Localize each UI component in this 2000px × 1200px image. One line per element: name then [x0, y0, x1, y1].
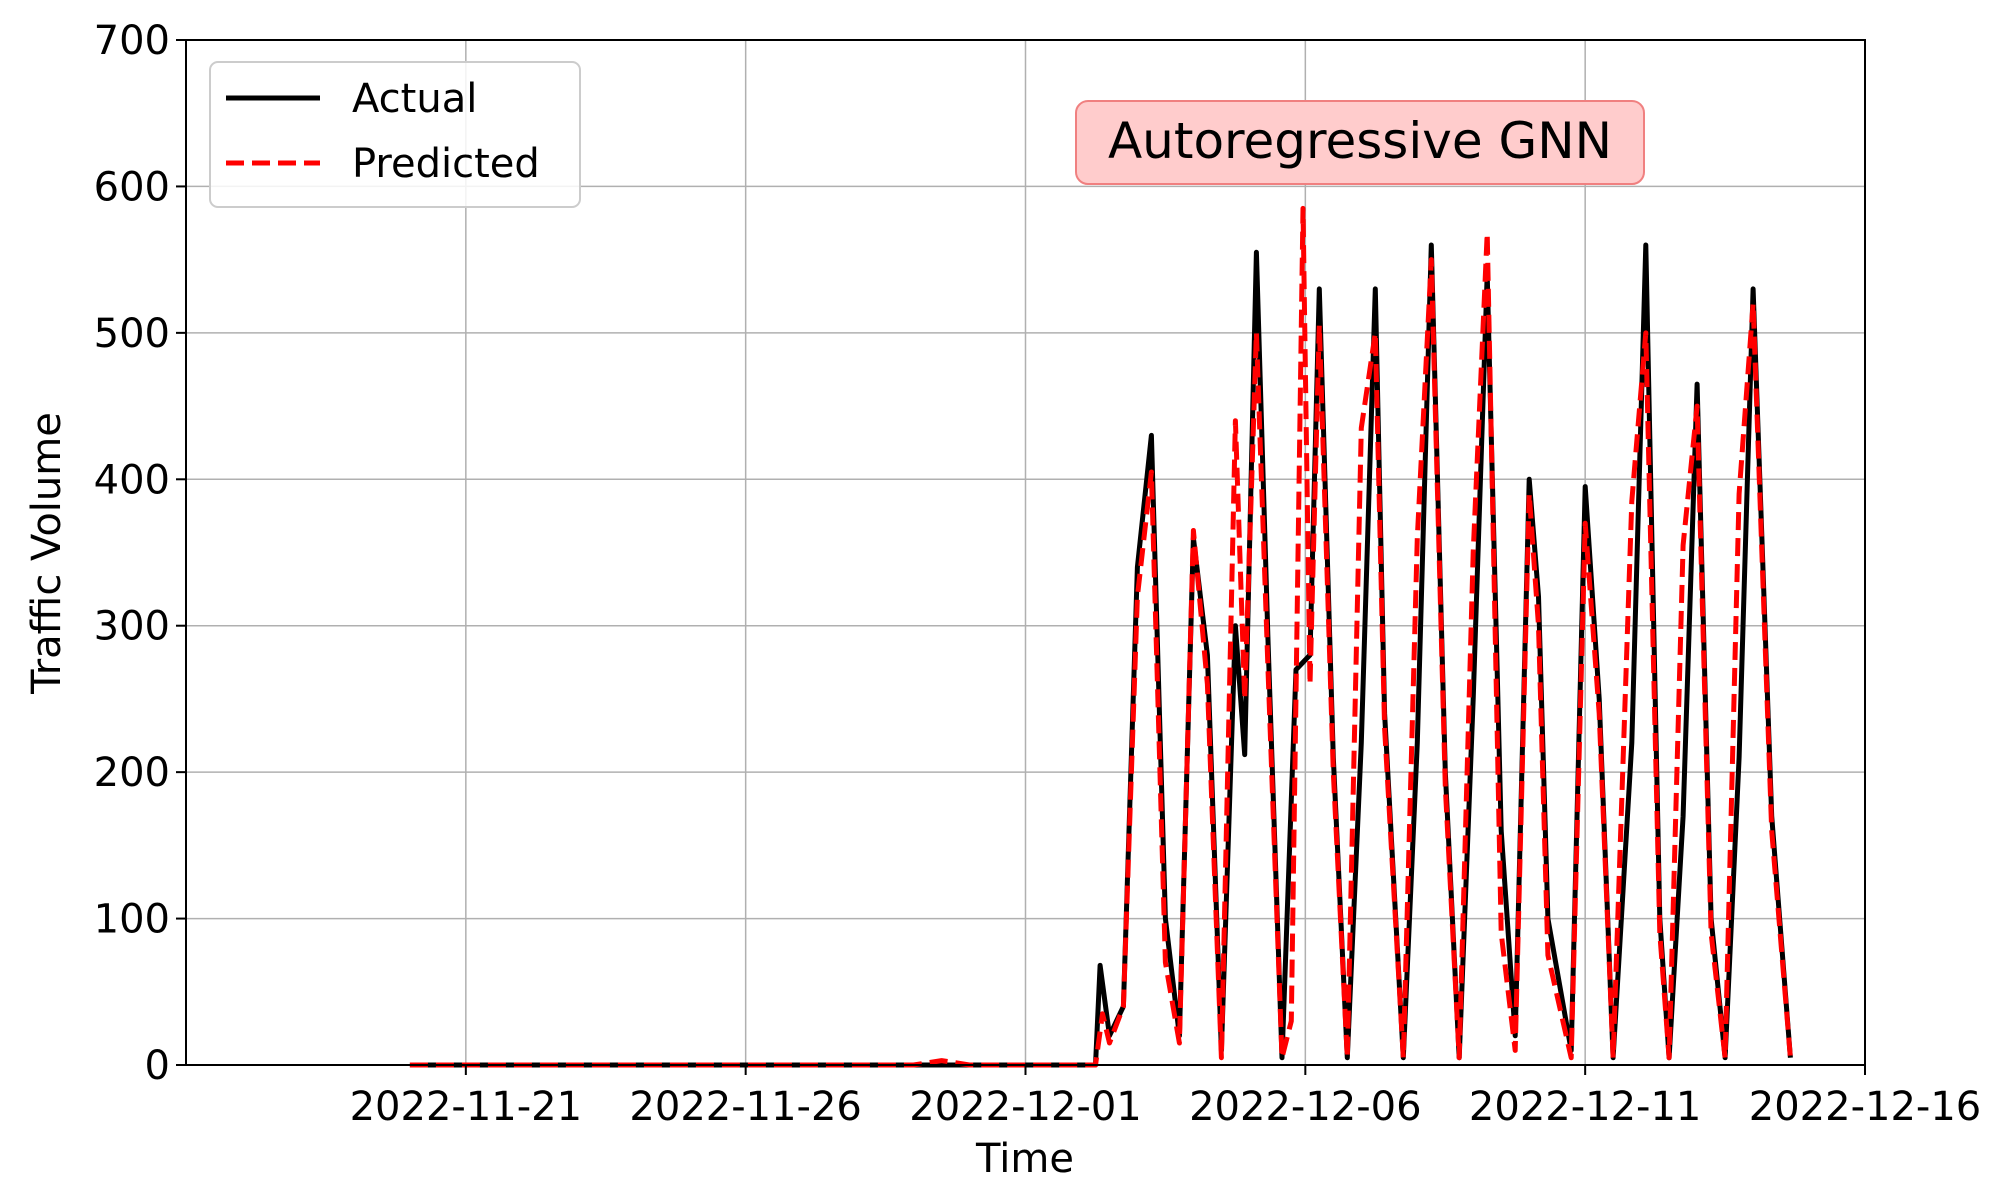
ticks: 0 100 200 300 400 500 600 700 2022-11-21 2022-11-… — [94, 18, 1982, 1130]
legend: Actual Predicted — [209, 61, 581, 208]
x-tick-label: 2022-12-16 — [1749, 1084, 1981, 1130]
annotation-text: Autoregressive GNN — [1108, 112, 1612, 170]
x-tick-label: 2022-12-06 — [1189, 1084, 1421, 1130]
y-axis-label: Traffic Volume — [24, 412, 70, 695]
y-tick-label: 100 — [94, 897, 170, 943]
y-tick-label: 300 — [94, 604, 170, 650]
series-line-predicted — [409, 205, 1793, 1068]
annotation-background — [1075, 100, 1645, 185]
series-layer — [409, 205, 1793, 1068]
x-tick-label: 2022-12-11 — [1469, 1084, 1701, 1130]
x-tick-label: 2022-12-01 — [909, 1084, 1141, 1130]
y-tick-label: 600 — [94, 164, 170, 210]
legend-label-predicted: Predicted — [352, 141, 540, 187]
y-tick-label: 700 — [94, 18, 170, 64]
x-tick-label: 2022-11-21 — [350, 1084, 582, 1130]
x-axis-label: Time — [975, 1136, 1074, 1182]
y-tick-label: 400 — [94, 457, 170, 503]
y-tick-label: 200 — [94, 750, 170, 796]
x-tick-label: 2022-11-26 — [629, 1084, 861, 1130]
annotation-box: Autoregressive GNN — [1075, 100, 1645, 185]
legend-label-actual: Actual — [352, 76, 477, 122]
y-tick-label: 500 — [94, 311, 170, 357]
y-tick-label: 0 — [145, 1043, 170, 1089]
